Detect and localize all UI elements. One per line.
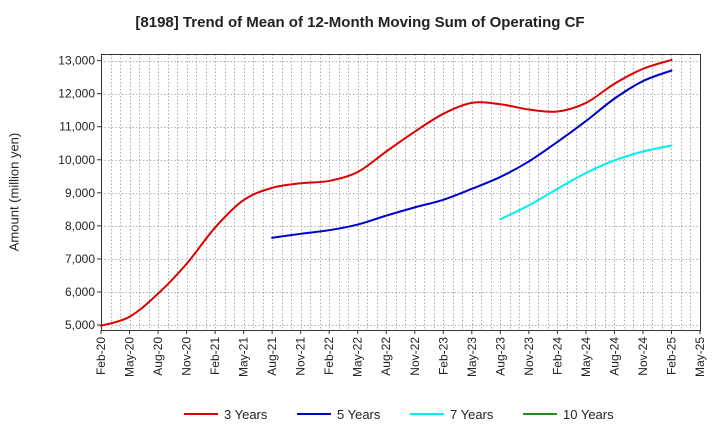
legend-label-7-years: 7 Years — [450, 407, 494, 422]
x-tick-label: Nov-21 — [294, 337, 308, 376]
x-tick-label: Aug-22 — [379, 337, 393, 376]
x-tick-label: Feb-20 — [94, 337, 108, 375]
chart-title: [8198] Trend of Mean of 12-Month Moving … — [135, 14, 585, 31]
y-tick-label: 10,000 — [58, 153, 95, 167]
plot-area — [101, 54, 700, 330]
x-tick-label: May-21 — [237, 337, 251, 377]
x-tick-label: Aug-24 — [607, 337, 621, 376]
x-tick-label: Nov-20 — [180, 337, 194, 376]
plot-frame — [101, 54, 701, 331]
x-tick-label: May-23 — [465, 337, 479, 377]
x-tick-label: Aug-23 — [493, 337, 507, 376]
legend-label-5-years: 5 Years — [337, 407, 381, 422]
legend-label-10-years: 10 Years — [563, 407, 614, 422]
y-tick-label: 5,000 — [65, 318, 95, 332]
y-tick-label: 8,000 — [65, 219, 95, 233]
y-tick-label: 11,000 — [59, 120, 95, 134]
series-line-3-years — [100, 58, 673, 327]
x-tick-label: May-25 — [693, 337, 707, 377]
x-axis: Feb-20 May-20 Aug-20 Nov-20 Feb-21 May-21 Aug-… — [94, 330, 707, 377]
y-tick-label: 13,000 — [58, 54, 95, 68]
x-tick-label: Feb-24 — [550, 337, 564, 375]
x-tick-label: Nov-23 — [522, 337, 536, 376]
y-tick-label: 12,000 — [58, 87, 95, 101]
x-tick-label: Aug-21 — [265, 337, 279, 376]
x-tick-label: May-20 — [123, 337, 137, 377]
x-tick-label: Feb-25 — [664, 337, 678, 375]
grid — [101, 54, 700, 330]
series-group — [100, 58, 673, 327]
y-tick-label: 6,000 — [65, 285, 95, 299]
y-tick-label: 9,000 — [65, 186, 95, 200]
x-tick-label: Nov-22 — [408, 337, 422, 376]
legend-label-3-years: 3 Years — [224, 407, 268, 422]
x-tick-label: May-22 — [351, 337, 365, 377]
legend: 3 Years 5 Years 7 Years 10 Years — [184, 407, 614, 422]
x-tick-label: May-24 — [579, 337, 593, 377]
x-tick-label: Feb-21 — [208, 337, 222, 375]
y-axis: 5,000 6,000 7,000 8,000 9,000 10,000 11,000 12,… — [58, 54, 101, 332]
x-tick-label: Aug-20 — [151, 337, 165, 376]
x-tick-label: Nov-24 — [636, 337, 650, 376]
y-tick-label: 7,000 — [65, 252, 95, 266]
x-tick-label: Feb-22 — [322, 337, 336, 375]
series-line-5-years — [271, 69, 673, 239]
x-tick-label: Feb-23 — [436, 337, 450, 375]
series-line-7-years — [499, 144, 673, 221]
